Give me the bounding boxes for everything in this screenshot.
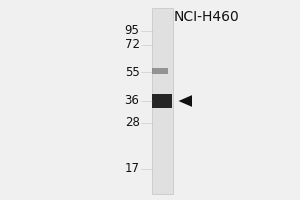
Text: 17: 17 bbox=[124, 162, 140, 176]
Text: NCI-H460: NCI-H460 bbox=[174, 10, 240, 24]
Text: 95: 95 bbox=[124, 24, 140, 38]
Bar bbox=[152, 68, 168, 74]
Text: 36: 36 bbox=[124, 95, 140, 108]
Text: 28: 28 bbox=[124, 116, 140, 130]
Polygon shape bbox=[178, 95, 192, 107]
Text: 55: 55 bbox=[125, 66, 140, 78]
Bar bbox=[152, 94, 172, 108]
Text: 72: 72 bbox=[124, 38, 140, 51]
Bar bbox=[152, 8, 172, 194]
